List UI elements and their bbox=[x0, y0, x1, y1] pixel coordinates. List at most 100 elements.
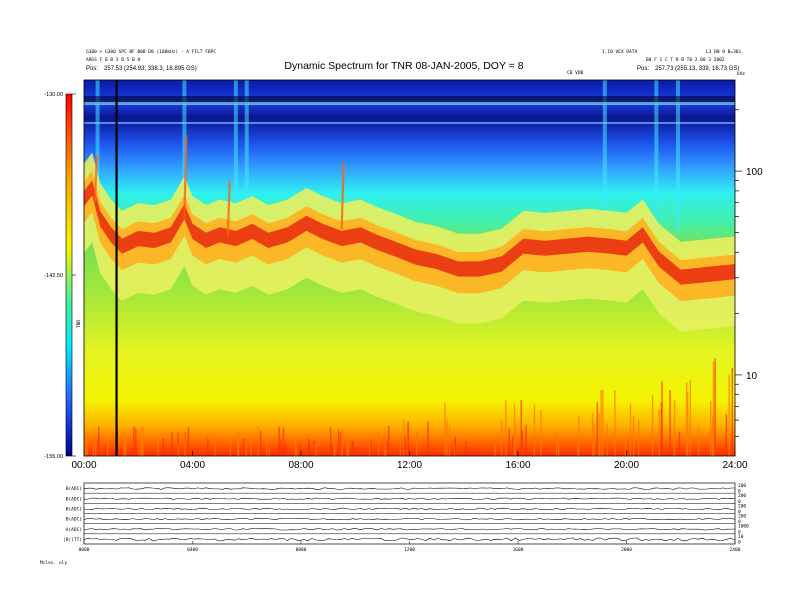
emission-ridge bbox=[84, 135, 735, 332]
low-frequency-spike bbox=[624, 437, 627, 456]
low-frequency-spike bbox=[383, 428, 386, 456]
low-frequency-spike bbox=[315, 442, 317, 456]
low-frequency-spike bbox=[533, 404, 536, 456]
low-frequency-spike bbox=[333, 430, 336, 456]
ridge-core bbox=[84, 180, 735, 285]
stack-panel-label: |B|(TT) bbox=[63, 537, 82, 543]
stack-panel-tick: 0 bbox=[738, 529, 741, 535]
header-right-pos-value: 257.73 (255.13, 339, 16.73 GS) bbox=[655, 66, 739, 72]
low-frequency-spike bbox=[658, 409, 660, 456]
vertical-stripes bbox=[95, 80, 681, 230]
low-frequency-spike bbox=[313, 440, 315, 456]
low-frequency-spike bbox=[576, 444, 579, 456]
low-frequency-spike bbox=[238, 431, 240, 456]
low-frequency-spike bbox=[141, 441, 143, 456]
x-tick-label: 16:00 bbox=[505, 460, 530, 471]
low-frequency-spike bbox=[578, 415, 580, 456]
ridge-burst bbox=[340, 162, 345, 230]
stack-panel-tick: 200 bbox=[738, 514, 746, 520]
low-frequency-spike bbox=[651, 395, 654, 456]
cyan-streak bbox=[654, 80, 659, 230]
low-frequency-spike bbox=[629, 403, 632, 456]
low-frequency-spike bbox=[444, 402, 446, 456]
x-tick-label: 12:00 bbox=[397, 460, 422, 471]
stack-x-tick-label: 2000 bbox=[621, 547, 632, 553]
low-frequency-spike bbox=[465, 441, 467, 456]
stack-x-tick-label: 0000 bbox=[79, 547, 90, 553]
low-frequency-spike bbox=[106, 439, 109, 456]
cyan-streak bbox=[244, 80, 249, 230]
low-frequency-spike bbox=[242, 438, 245, 456]
low-frequency-spike bbox=[678, 431, 681, 456]
low-frequency-spike bbox=[600, 389, 602, 456]
cyan-streak bbox=[182, 80, 187, 230]
cyan-streak bbox=[233, 80, 238, 230]
low-frequency-spike bbox=[370, 439, 372, 456]
low-frequency-spike bbox=[606, 423, 608, 456]
low-frequency-spike bbox=[399, 435, 401, 456]
low-frequency-spike bbox=[712, 416, 714, 456]
low-frequency-spike bbox=[520, 399, 522, 456]
colorbar bbox=[65, 93, 73, 457]
stack-panel-label: A(ADC) bbox=[66, 527, 82, 533]
low-frequency-spike bbox=[157, 440, 159, 456]
header-left-pos-label: Pos: bbox=[86, 66, 98, 72]
low-frequency-spike bbox=[265, 437, 268, 456]
stack-trace bbox=[83, 537, 736, 542]
low-frequency-spike bbox=[94, 430, 97, 456]
low-frequency-spike bbox=[162, 438, 165, 456]
stack-panel-tick: 10 bbox=[738, 534, 744, 540]
low-frequency-spike bbox=[591, 413, 594, 456]
stack-panel-tick: 0 bbox=[738, 519, 741, 525]
colorbar-tick-label: -142.50 bbox=[44, 273, 63, 279]
stack-panel-tick: 200 bbox=[738, 503, 746, 509]
chart-title: Dynamic Spectrum for TNR 08-JAN-2005, DO… bbox=[284, 60, 523, 72]
low-frequency-spike bbox=[282, 427, 285, 456]
stack-x-tick-label: 0400 bbox=[187, 547, 198, 553]
low-frequency-spike bbox=[593, 422, 595, 456]
bottom-legend: Mcles. oly bbox=[40, 560, 67, 566]
header-right-line2: B0 F 1 C T R B T0 2 00 3 2002 bbox=[646, 57, 725, 63]
low-frequency-spike bbox=[92, 442, 95, 456]
low-frequency-spike bbox=[294, 439, 297, 456]
y-tick-label: 10 bbox=[746, 371, 758, 382]
frequency-unit-label: kHz bbox=[737, 71, 745, 77]
header-right-pos-label: Pos: bbox=[637, 66, 649, 72]
low-frequency-spike bbox=[329, 427, 332, 456]
stack-trace bbox=[83, 518, 736, 521]
low-frequency-spike bbox=[448, 423, 451, 456]
low-frequency-spike bbox=[673, 400, 676, 456]
cyan-streak bbox=[95, 80, 100, 230]
low-frequency-spike bbox=[669, 389, 671, 456]
stack-panel-tick: 200 bbox=[738, 493, 746, 499]
low-frequency-spike bbox=[98, 426, 100, 456]
low-frequency-spike bbox=[250, 434, 252, 456]
low-frequency-spike bbox=[725, 414, 728, 456]
low-frequency-spike bbox=[229, 437, 232, 456]
stack-panel-label: B(ADC) bbox=[66, 496, 82, 502]
stack-x-tick-label: 2400 bbox=[730, 547, 741, 553]
low-frequency-spike bbox=[318, 434, 320, 456]
low-frequency-spike bbox=[308, 442, 311, 456]
stack-panels: B(ADC)2000B(ADC)2000B(ADC)2000B(ADC)2000… bbox=[63, 482, 749, 553]
colorbar-label: TNR bbox=[76, 320, 82, 328]
low-frequency-spike bbox=[207, 438, 209, 456]
x-tick-label: 08:00 bbox=[288, 460, 313, 471]
stack-panel-tick: 0 bbox=[738, 499, 741, 505]
low-frequency-spike bbox=[192, 447, 195, 456]
low-frequency-spike bbox=[341, 429, 343, 456]
low-frequency-spike bbox=[386, 442, 389, 456]
low-frequency-spike bbox=[281, 447, 284, 456]
low-frequency-spike bbox=[555, 432, 558, 456]
y-tick-label: 100 bbox=[746, 167, 763, 178]
low-frequency-spike bbox=[415, 431, 418, 456]
low-frequency-spike bbox=[135, 428, 137, 456]
y-axis: 100 10 bbox=[735, 109, 763, 437]
cyan-streak bbox=[676, 80, 681, 230]
stack-trace bbox=[83, 528, 736, 531]
low-frequency-spike bbox=[317, 446, 320, 456]
stack-trace bbox=[83, 497, 736, 500]
stack-panel-tick: 200 bbox=[738, 483, 746, 489]
low-frequency-spike bbox=[299, 444, 301, 456]
